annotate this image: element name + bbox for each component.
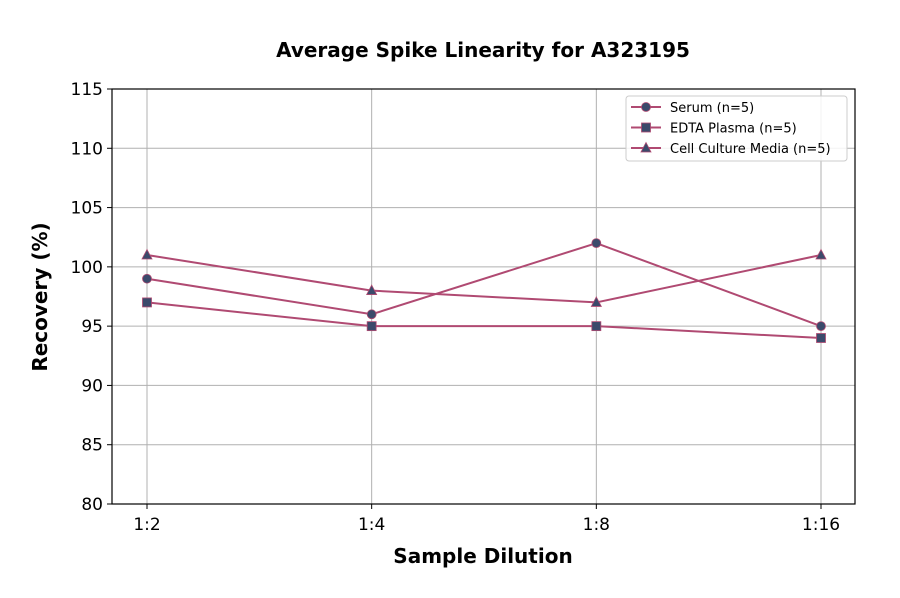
- triangle-marker: [815, 248, 827, 260]
- x-tick-label: 1:2: [133, 515, 160, 535]
- circle-marker: [816, 321, 826, 332]
- square-marker: [142, 297, 152, 308]
- circle-marker: [366, 309, 377, 320]
- series-triangle: [141, 248, 827, 307]
- triangle-marker: [141, 248, 153, 260]
- legend-item: EDTA Plasma (n=5): [631, 122, 797, 137]
- chart-title: Average Spike Linearity for A323195: [276, 38, 690, 62]
- triangle-marker: [640, 141, 652, 153]
- y-axis-ticks: 80 85 90 95 100 105 110 115: [71, 80, 112, 515]
- y-tick-label: 95: [81, 317, 103, 337]
- y-tick-label: 105: [71, 199, 103, 219]
- square-marker: [816, 333, 826, 343]
- plot-frame: [111, 88, 856, 505]
- triangle-marker: [590, 296, 602, 307]
- y-axis-label: Recovery (%): [28, 222, 52, 371]
- x-axis-label: Sample Dilution: [393, 544, 572, 568]
- square-marker: [366, 321, 377, 332]
- series-line: [146, 242, 822, 328]
- square-marker: [591, 321, 602, 332]
- legend-label: Cell Culture Media (n=5): [670, 142, 831, 157]
- series-line: [146, 254, 822, 304]
- x-tick-label: 1:4: [358, 515, 385, 535]
- legend-item: Cell Culture Media (n=5): [631, 141, 831, 157]
- y-tick-label: 100: [71, 258, 103, 278]
- y-tick-label: 80: [81, 495, 103, 515]
- y-tick-label: 110: [71, 139, 103, 159]
- circle-marker: [591, 238, 602, 249]
- triangle-marker: [366, 284, 378, 295]
- y-tick-label: 90: [81, 376, 103, 396]
- y-tick-label: 115: [71, 80, 103, 100]
- legend: Serum (n=5) EDTA Plasma (n=5) Cell Culture…: [625, 95, 848, 162]
- x-axis-ticks: 1:2 1:4 1:8 1:16: [133, 504, 840, 535]
- series-group: [141, 238, 827, 343]
- series-square: [142, 297, 826, 343]
- square-marker: [641, 122, 651, 133]
- x-tick-label: 1:16: [802, 515, 840, 535]
- legend-label: EDTA Plasma (n=5): [670, 122, 797, 137]
- series-circle: [142, 238, 826, 332]
- circle-marker: [142, 273, 152, 284]
- legend-box: [625, 95, 848, 162]
- series-line: [146, 301, 822, 339]
- legend-item: Serum (n=5): [631, 101, 754, 116]
- x-tick-label: 1:8: [583, 515, 610, 535]
- circle-marker: [641, 102, 651, 112]
- legend-label: Serum (n=5): [670, 101, 754, 116]
- y-tick-label: 85: [81, 436, 103, 456]
